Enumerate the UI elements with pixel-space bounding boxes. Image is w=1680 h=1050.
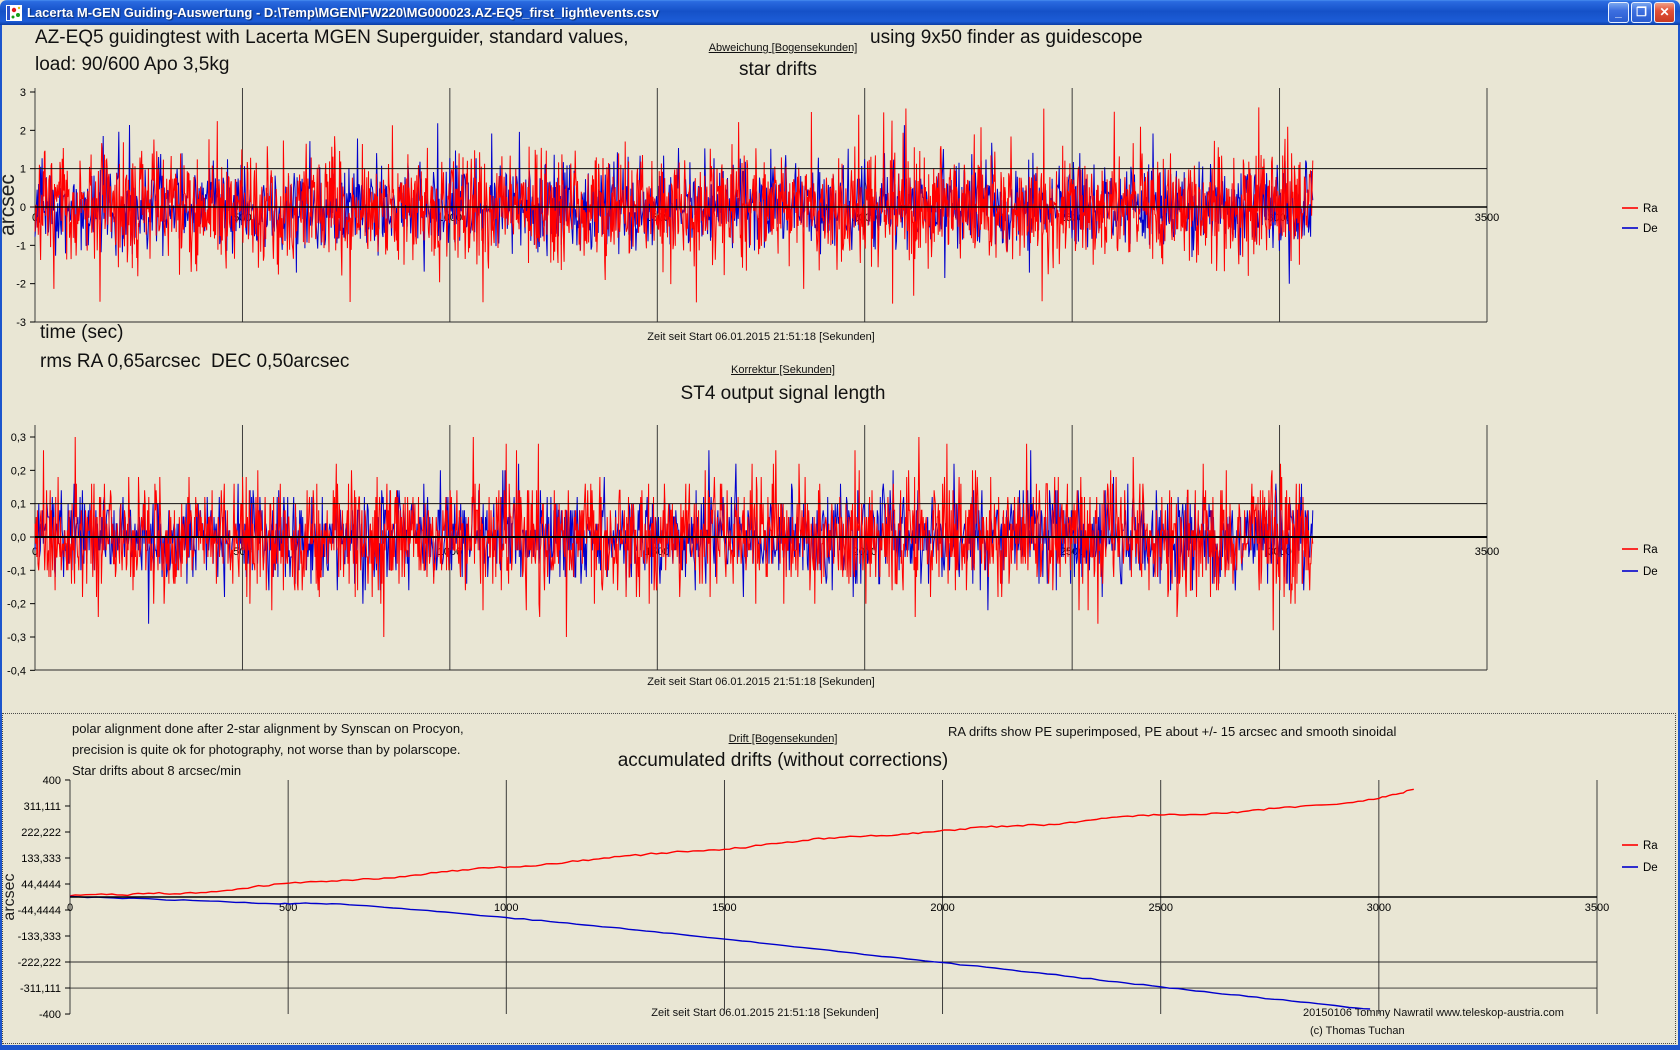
window-title: Lacerta M-GEN Guiding-Auswertung - D:\Te… xyxy=(27,5,659,20)
svg-text:3: 3 xyxy=(20,87,26,99)
svg-text:400: 400 xyxy=(43,775,61,787)
svg-text:Ra: Ra xyxy=(1643,203,1658,215)
svg-text:De: De xyxy=(1643,223,1658,235)
svg-text:3000: 3000 xyxy=(1367,902,1391,914)
svg-text:0: 0 xyxy=(67,902,73,914)
svg-text:1000: 1000 xyxy=(494,902,518,914)
svg-text:-222,222: -222,222 xyxy=(18,957,61,969)
svg-text:3500: 3500 xyxy=(1585,902,1609,914)
svg-text:2500: 2500 xyxy=(1148,902,1172,914)
svg-text:-311,111: -311,111 xyxy=(20,983,61,995)
restore-button[interactable]: ❐ xyxy=(1631,2,1652,23)
svg-text:133,333: 133,333 xyxy=(21,853,61,865)
svg-text:1500: 1500 xyxy=(712,902,736,914)
close-button[interactable]: ✕ xyxy=(1654,2,1675,23)
svg-text:Ra: Ra xyxy=(1643,840,1658,852)
svg-text:222,222: 222,222 xyxy=(21,827,61,839)
svg-text:2000: 2000 xyxy=(930,902,954,914)
minimize-icon: _ xyxy=(1615,5,1622,19)
app-icon[interactable] xyxy=(6,5,22,21)
svg-text:-0,3: -0,3 xyxy=(7,632,26,644)
svg-text:0,3: 0,3 xyxy=(11,432,26,444)
svg-text:-44,4444: -44,4444 xyxy=(18,905,61,917)
svg-text:-1: -1 xyxy=(16,240,26,252)
svg-text:-0,4: -0,4 xyxy=(7,665,26,677)
svg-text:3500: 3500 xyxy=(1475,212,1499,224)
minimize-button[interactable]: _ xyxy=(1608,2,1629,23)
title-bar[interactable]: Lacerta M-GEN Guiding-Auswertung - D:\Te… xyxy=(0,0,1680,25)
window-controls: _ ❐ ✕ xyxy=(1608,2,1675,23)
svg-text:-0,1: -0,1 xyxy=(7,565,26,577)
accumulated-drifts-plot: 0500100015002000250030003500400311,11122… xyxy=(1,775,1658,1021)
svg-text:-0,2: -0,2 xyxy=(7,599,26,611)
charts-canvas: 05001000150020002500300035003210-1-2-3ar… xyxy=(0,25,1680,1044)
svg-text:De: De xyxy=(1643,862,1658,874)
svg-text:0,0: 0,0 xyxy=(11,532,26,544)
svg-text:0,2: 0,2 xyxy=(11,465,26,477)
svg-text:1: 1 xyxy=(20,164,26,176)
st4-output-plot: 05001000150020002500300035000,30,20,10,0… xyxy=(7,425,1658,677)
restore-icon: ❐ xyxy=(1636,5,1647,19)
svg-text:0,1: 0,1 xyxy=(11,499,26,511)
svg-text:De: De xyxy=(1643,566,1658,578)
star-drifts-plot: 05001000150020002500300035003210-1-2-3ar… xyxy=(0,87,1658,329)
svg-text:Ra: Ra xyxy=(1643,544,1658,556)
svg-text:-400: -400 xyxy=(39,1009,61,1021)
window-border-bottom xyxy=(0,1045,1680,1050)
svg-text:arcsec: arcsec xyxy=(1,873,18,920)
svg-text:-133,333: -133,333 xyxy=(18,931,61,943)
svg-text:-2: -2 xyxy=(16,279,26,291)
close-icon: ✕ xyxy=(1659,5,1669,19)
svg-text:-3: -3 xyxy=(16,317,26,329)
svg-text:44,4444: 44,4444 xyxy=(21,879,61,891)
svg-text:arcsec: arcsec xyxy=(0,174,19,236)
app-window: Lacerta M-GEN Guiding-Auswertung - D:\Te… xyxy=(0,0,1680,1050)
svg-text:3500: 3500 xyxy=(1475,546,1499,558)
svg-text:0: 0 xyxy=(20,202,26,214)
svg-text:2: 2 xyxy=(20,125,26,137)
svg-text:311,111: 311,111 xyxy=(24,801,61,813)
